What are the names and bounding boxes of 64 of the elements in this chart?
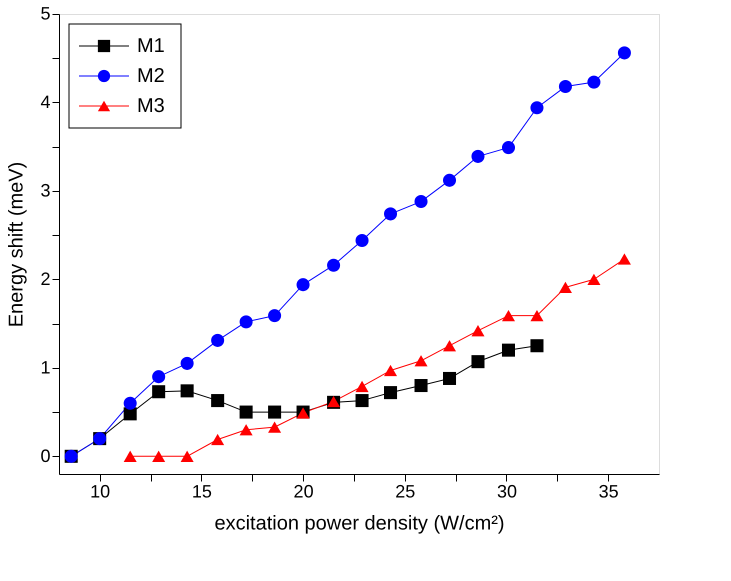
point	[471, 325, 484, 336]
point	[618, 253, 631, 265]
point	[471, 150, 484, 163]
point	[211, 334, 224, 347]
point	[558, 282, 572, 293]
point	[180, 356, 194, 370]
point	[356, 234, 369, 247]
point	[268, 309, 282, 322]
point	[558, 80, 572, 94]
point	[180, 384, 194, 398]
point	[618, 46, 631, 60]
point	[384, 386, 398, 400]
y-axis-title: Energy shift (meV)	[5, 162, 28, 328]
x-tick-label: 30	[496, 482, 517, 502]
point	[211, 394, 224, 408]
point	[414, 195, 428, 208]
point	[587, 76, 600, 89]
point	[268, 421, 282, 433]
point	[442, 174, 456, 187]
y-tick-label: 5	[40, 4, 50, 24]
y-tick-label: 1	[40, 357, 50, 378]
legend-label: M3	[137, 95, 165, 117]
point	[356, 394, 369, 408]
point	[180, 450, 194, 462]
point	[124, 396, 137, 410]
point	[296, 278, 310, 292]
y-tick-label: 2	[40, 268, 50, 289]
point	[152, 450, 166, 462]
point	[240, 406, 253, 419]
point	[414, 379, 428, 392]
x-tick-label: 20	[294, 482, 314, 502]
legend-label: M2	[137, 65, 165, 87]
point	[211, 434, 224, 446]
point	[124, 407, 137, 420]
point	[152, 385, 166, 398]
x-tick-label: 15	[192, 482, 212, 502]
point	[240, 424, 253, 436]
point	[384, 364, 398, 376]
point	[442, 340, 456, 352]
legend-label: M1	[137, 35, 165, 57]
point	[502, 344, 516, 357]
point	[414, 355, 428, 366]
y-tick-label: 4	[40, 92, 50, 112]
point	[240, 315, 253, 328]
point	[152, 370, 166, 384]
y-tick-label: 3	[40, 180, 50, 200]
x-tick-label: 25	[395, 482, 416, 502]
point	[356, 380, 369, 392]
x-tick-label: 35	[598, 482, 619, 502]
point	[530, 101, 544, 114]
y-tick-label: 0	[40, 446, 50, 466]
point	[268, 406, 282, 419]
x-tick-label: 10	[90, 482, 110, 502]
point	[384, 207, 398, 220]
point	[502, 141, 516, 154]
x-axis-title: excitation power density (W/cm²)	[214, 512, 505, 534]
point	[471, 355, 484, 368]
point	[530, 339, 544, 352]
point	[442, 372, 456, 385]
point	[502, 310, 516, 322]
point	[587, 274, 600, 286]
point	[327, 258, 340, 272]
point	[530, 310, 544, 322]
point	[124, 450, 137, 462]
